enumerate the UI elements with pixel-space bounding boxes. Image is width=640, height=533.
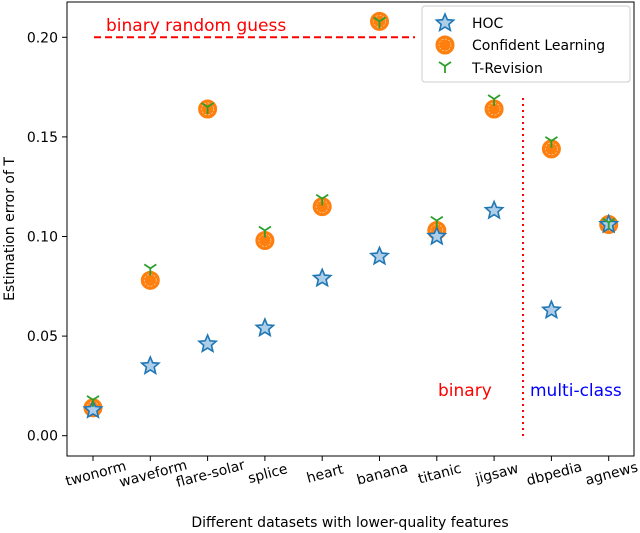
star-marker-waveform: [139, 354, 161, 375]
tri_down-marker-titanic: [430, 215, 444, 228]
star-marker-titanic: [426, 225, 448, 246]
tri_down-marker-heart: [315, 193, 329, 206]
legend-marker-circle: [435, 35, 455, 55]
circle-marker-jigsaw: [484, 99, 504, 119]
x-tick-label: jigsaw: [473, 461, 521, 488]
star-marker-heart: [311, 267, 333, 288]
binary-label: binary: [438, 381, 492, 401]
y-tick-label: 0.10: [27, 230, 58, 246]
star-marker-banana: [368, 245, 391, 266]
tri_down-marker-flare-solar: [201, 102, 215, 115]
legend-marker-star: [434, 11, 456, 32]
y-tick-label: 0.05: [27, 329, 58, 345]
x-tick-label: titanic: [416, 461, 463, 488]
legend-label-trevision: T-Revision: [471, 61, 543, 77]
circle-marker-dbpedia: [541, 139, 561, 159]
tri_down-marker-waveform: [143, 263, 157, 276]
legend-marker-tri_down: [438, 61, 452, 73]
tri_down-marker-splice: [258, 225, 272, 238]
x-tick-label: banana: [355, 460, 410, 489]
random-guess-label: binary random guess: [106, 16, 286, 36]
circle-marker-heart: [312, 197, 332, 217]
y-axis-label: Estimation error of T: [2, 157, 18, 301]
star-marker-flare-solar: [197, 333, 219, 353]
star-marker-jigsaw: [483, 199, 505, 220]
star-marker-splice: [254, 317, 276, 338]
legend-label-hoc: HOC: [472, 16, 504, 32]
tri_down-marker-dbpedia: [544, 136, 558, 148]
x-tick-label: heart: [305, 461, 346, 486]
x-tick-label: agnews: [584, 459, 640, 488]
tri_down-marker-banana: [373, 16, 386, 29]
y-tick-label: 0.20: [27, 30, 58, 46]
x-tick-label: dbpedia: [525, 459, 584, 489]
star-marker-dbpedia: [540, 299, 562, 320]
circle-marker-splice: [255, 230, 275, 250]
x-axis-label: Different datasets with lower-quality fe…: [191, 515, 508, 531]
plot-frame: [66, 1, 635, 457]
legend: HOC Confident Learning T-Revision: [421, 5, 631, 83]
multiclass-label: multi-class: [530, 381, 622, 401]
legend-label-cl: Confident Learning: [472, 38, 605, 54]
x-tick-label: splice: [246, 461, 289, 487]
x-tick-label: twonorm: [64, 458, 128, 490]
y-tick-label: 0.00: [27, 429, 58, 445]
tri_down-marker-agnews: [602, 217, 616, 230]
star-marker-twonorm: [82, 398, 104, 419]
tri_down-marker-jigsaw: [487, 94, 501, 107]
y-tick-label: 0.15: [27, 130, 58, 146]
tri_down-marker-twonorm: [86, 395, 100, 407]
